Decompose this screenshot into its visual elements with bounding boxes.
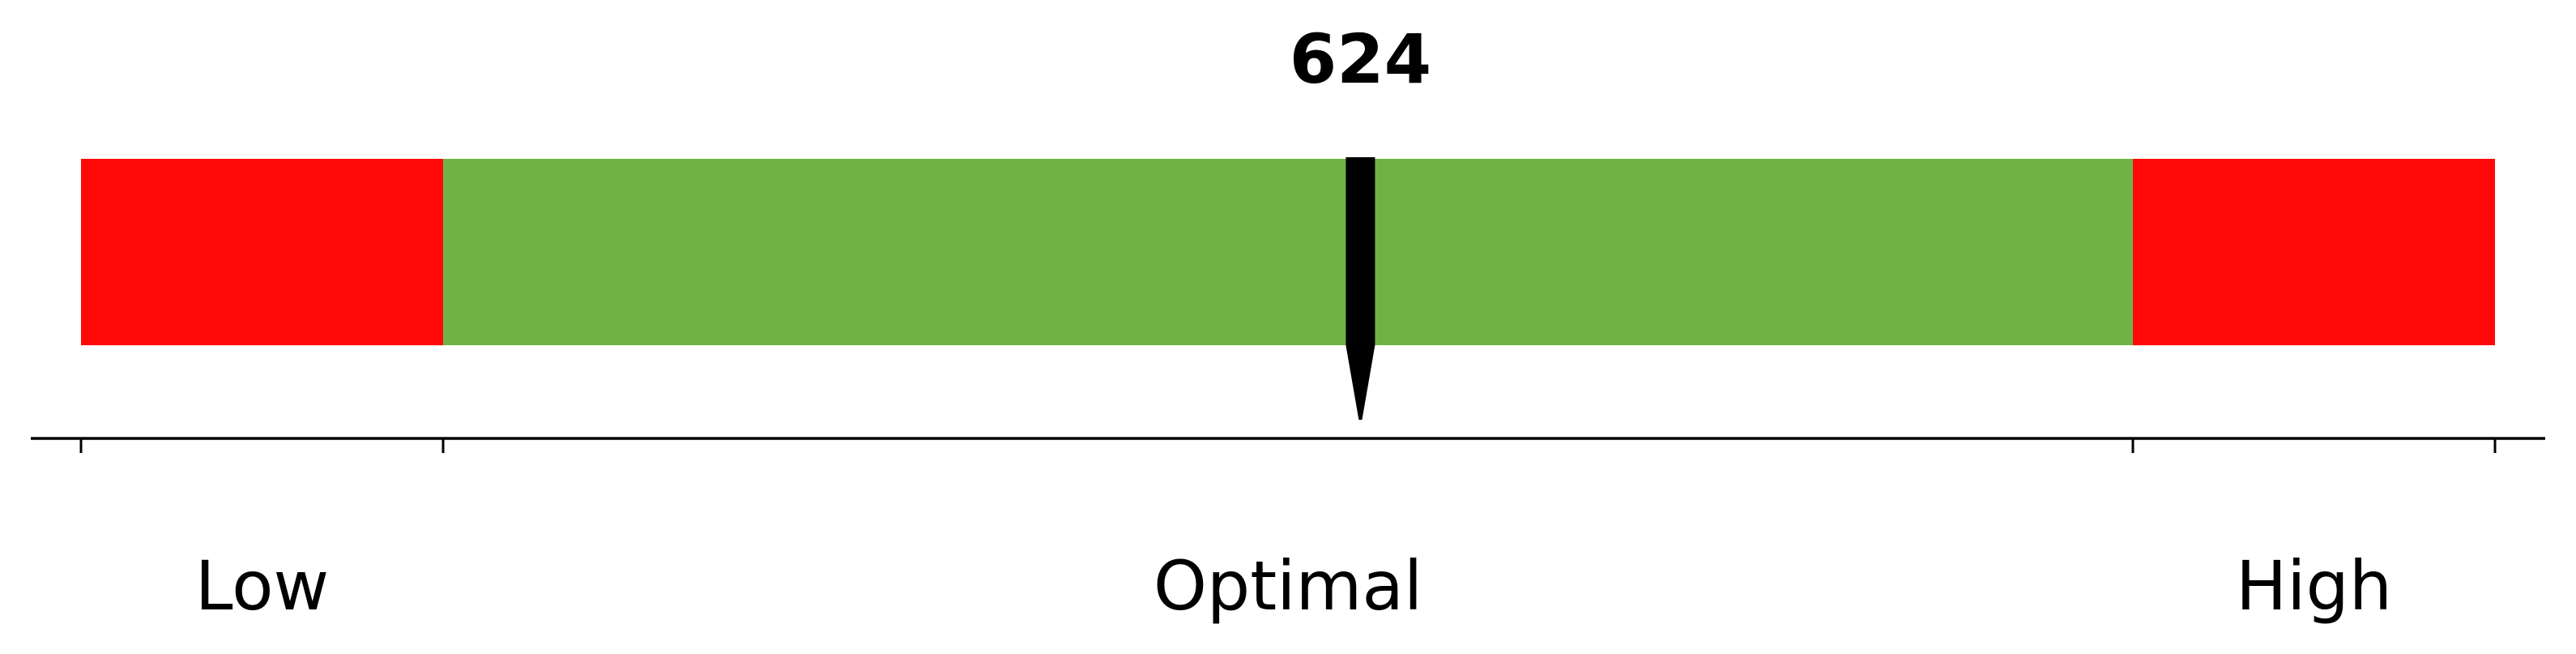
segment-low	[81, 159, 443, 345]
labels-layer: Low Optimal High	[195, 546, 2392, 626]
axis-layer	[31, 437, 2545, 453]
segment-label-optimal: Optimal	[1154, 546, 1422, 626]
marker-layer: 624	[1290, 19, 1431, 420]
value-label: 624	[1290, 19, 1431, 99]
segment-label-low: Low	[195, 546, 329, 626]
segments-layer	[81, 159, 2495, 345]
segment-optimal	[443, 159, 2133, 345]
value-marker	[1346, 157, 1375, 420]
segment-label-high: High	[2236, 546, 2392, 626]
segment-high	[2133, 159, 2495, 345]
